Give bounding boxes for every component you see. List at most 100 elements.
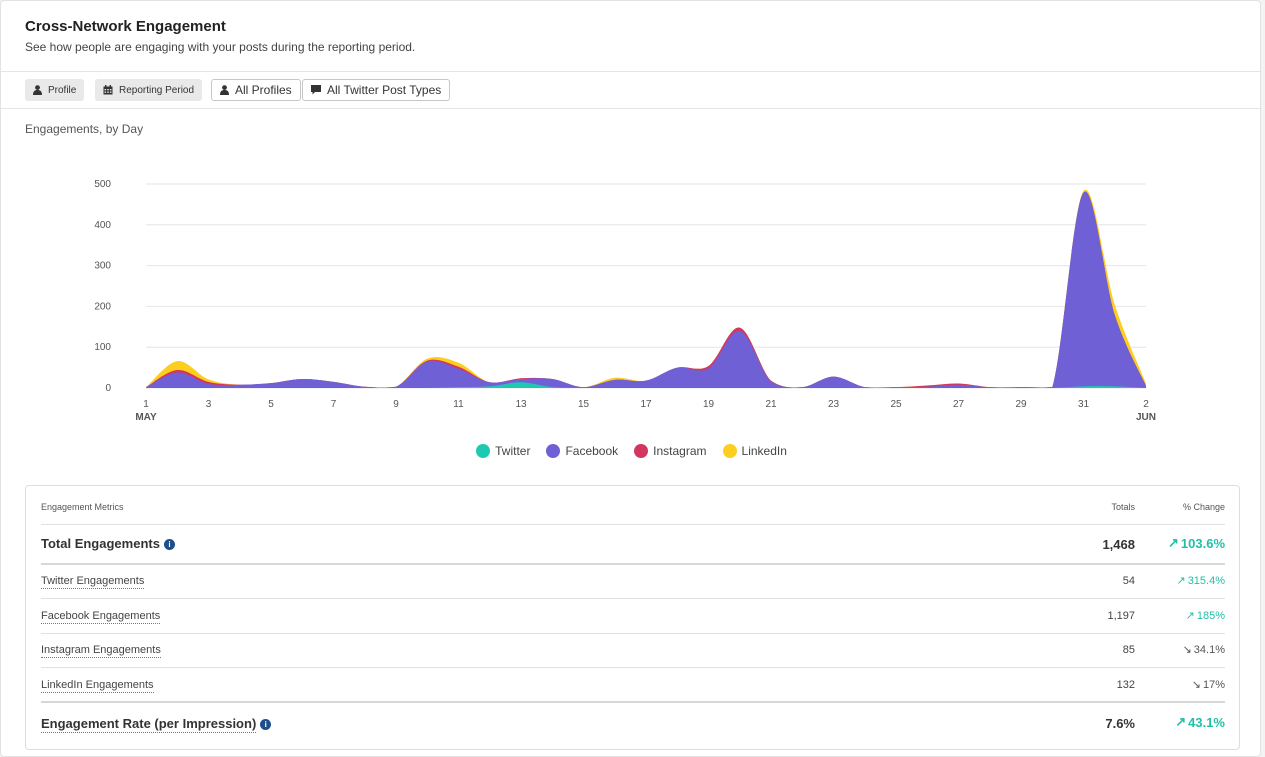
table-row-facebook: Facebook Engagements 1,197 ↗ 185% <box>41 599 1225 634</box>
linkedin-engagements-link[interactable]: LinkedIn Engagements <box>41 679 154 693</box>
legend-label: Instagram <box>653 444 707 458</box>
legend-item-instagram[interactable]: Instagram <box>634 444 707 458</box>
legend-label: LinkedIn <box>741 444 787 458</box>
legend-item-facebook[interactable]: Facebook <box>546 444 618 458</box>
x-tick-label: 17 <box>640 399 652 410</box>
row-name: Total Engagements i <box>41 536 175 551</box>
row-total: 7.6% <box>1105 716 1135 731</box>
x-tick-label: 11 <box>453 399 464 410</box>
x-tick-label: 7 <box>331 399 337 410</box>
profile-filter-label: Profile <box>48 84 77 96</box>
legend-item-linkedin[interactable]: LinkedIn <box>722 444 787 458</box>
arrow-up-right-icon: ↗ <box>1176 575 1186 587</box>
row-total: 132 <box>1116 679 1135 691</box>
change-value: 185% <box>1196 609 1225 622</box>
facebook-engagements-link[interactable]: Facebook Engagements <box>41 610 161 624</box>
info-icon[interactable]: i <box>260 719 272 730</box>
twitter-post-types-filter-label: All Twitter Post Types <box>327 83 442 97</box>
y-tick-label: 500 <box>94 179 111 190</box>
table-row-twitter: Twitter Engagements 54 ↗ 315.4% <box>41 565 1225 599</box>
series-area-linkedin <box>146 189 1146 388</box>
x-tick-label: 29 <box>1015 399 1027 410</box>
x-tick-sublabel: JUN <box>1136 412 1156 423</box>
change-value: 103.6% <box>1180 535 1225 551</box>
instagram-engagements-link[interactable]: Instagram Engagements <box>41 644 161 658</box>
all-profiles-filter[interactable]: All Profiles <box>211 79 301 101</box>
change-value: 315.4% <box>1187 574 1225 587</box>
table-row-instagram: Instagram Engagements 85 ↘ 34.1% <box>41 634 1225 668</box>
row-change: ↘ 17% <box>1191 678 1225 692</box>
x-tick-label: 23 <box>828 399 840 410</box>
header-totals: Totals <box>1111 502 1135 512</box>
engagement-rate-label[interactable]: Engagement Rate (per Impression) <box>41 716 257 733</box>
all-profiles-filter-label: All Profiles <box>235 83 292 97</box>
x-tick-label: 5 <box>268 399 274 410</box>
card-header: Cross-Network Engagement See how people … <box>1 1 1260 72</box>
x-tick-label: 1 <box>143 399 149 410</box>
chart-areas <box>146 189 1146 388</box>
x-tick-label: 15 <box>578 399 590 410</box>
reporting-period-filter[interactable]: Reporting Period <box>95 79 203 101</box>
arrow-up-right-icon: ↗ <box>1175 714 1187 729</box>
arrow-up-right-icon: ↗ <box>1168 535 1179 550</box>
x-tick-label: 19 <box>703 399 715 410</box>
arrow-down-right-icon: ↘ <box>1191 679 1201 691</box>
x-tick-label: 9 <box>393 399 399 410</box>
chart-y-axis: 0 100 200 300 400 500 <box>94 179 111 394</box>
table-header-row: Engagement Metrics Totals % Change <box>41 502 1225 525</box>
x-tick-label: 3 <box>206 399 212 410</box>
instagram-legend-dot <box>634 444 649 458</box>
legend-label: Twitter <box>495 444 531 458</box>
row-change: ↗ 185% <box>1185 609 1225 623</box>
engagement-metrics-table: Engagement Metrics Totals % Change Total… <box>25 485 1240 750</box>
total-engagements-label: Total Engagements <box>41 536 160 551</box>
chart-gridlines <box>146 183 1146 389</box>
twitter-engagements-link[interactable]: Twitter Engagements <box>41 575 145 589</box>
y-tick-label: 100 <box>94 342 111 353</box>
filter-bar: Profile Reporting Period All Profiles Al… <box>1 72 1260 109</box>
profile-filter[interactable]: Profile <box>25 79 85 101</box>
change-value: 34.1% <box>1193 643 1225 656</box>
person-icon <box>33 85 42 95</box>
x-tick-sublabel: MAY <box>135 412 157 423</box>
x-tick-label: 27 <box>953 399 965 410</box>
legend-item-twitter[interactable]: Twitter <box>476 444 530 458</box>
row-name: Engagement Rate (per Impression) i <box>41 716 272 733</box>
y-tick-label: 300 <box>94 261 111 272</box>
y-tick-label: 200 <box>94 301 111 312</box>
row-total: 54 <box>1122 575 1135 587</box>
arrow-up-right-icon: ↗ <box>1185 610 1195 622</box>
twitter-legend-dot <box>476 444 491 458</box>
x-tick-label: 13 <box>515 399 527 410</box>
person-icon <box>220 85 229 95</box>
row-change: ↗ 315.4% <box>1176 574 1225 588</box>
chart-label: Engagements, by Day <box>25 122 144 136</box>
series-area-instagram <box>146 191 1146 388</box>
card-title: Cross-Network Engagement <box>25 18 226 35</box>
linkedin-legend-dot <box>722 444 737 458</box>
table-row-total-engagements: Total Engagements i 1,468 ↗ 103.6% <box>41 525 1225 565</box>
y-tick-label: 0 <box>105 383 111 394</box>
calendar-icon <box>103 85 113 95</box>
row-total: 1,468 <box>1102 537 1135 552</box>
x-tick-label: 31 <box>1078 399 1090 410</box>
row-change: ↗ 43.1% <box>1175 714 1225 730</box>
facebook-legend-dot <box>546 444 561 458</box>
row-change: ↗ 103.6% <box>1168 535 1225 551</box>
header-metrics: Engagement Metrics <box>41 502 124 512</box>
info-icon[interactable]: i <box>163 539 175 550</box>
row-change: ↘ 34.1% <box>1182 643 1225 657</box>
card-subtitle: See how people are engaging with your po… <box>25 40 416 54</box>
change-value: 17% <box>1202 678 1225 691</box>
y-tick-label: 400 <box>94 220 111 231</box>
header-change: % Change <box>1182 502 1225 512</box>
twitter-post-types-filter[interactable]: All Twitter Post Types <box>302 79 451 101</box>
row-total: 1,197 <box>1107 610 1135 622</box>
chart-legend: Twitter Facebook Instagram LinkedIn <box>1 444 1262 458</box>
x-tick-label: 21 <box>765 399 777 410</box>
arrow-down-right-icon: ↘ <box>1182 644 1192 656</box>
x-tick-label: 25 <box>890 399 902 410</box>
